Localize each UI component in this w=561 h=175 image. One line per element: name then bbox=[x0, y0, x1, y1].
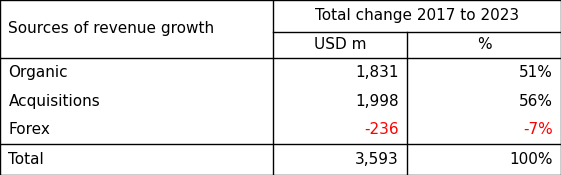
Text: Sources of revenue growth: Sources of revenue growth bbox=[8, 21, 214, 36]
Text: USD m: USD m bbox=[314, 37, 366, 52]
Text: Total: Total bbox=[8, 152, 44, 167]
Text: 3,593: 3,593 bbox=[355, 152, 399, 167]
Text: %: % bbox=[477, 37, 491, 52]
Text: 100%: 100% bbox=[509, 152, 553, 167]
Text: 1,998: 1,998 bbox=[355, 94, 399, 108]
Text: -7%: -7% bbox=[523, 122, 553, 137]
Text: Organic: Organic bbox=[8, 65, 68, 80]
Text: Acquisitions: Acquisitions bbox=[8, 94, 100, 108]
Text: 1,831: 1,831 bbox=[355, 65, 399, 80]
Text: 51%: 51% bbox=[519, 65, 553, 80]
Text: Forex: Forex bbox=[8, 122, 50, 137]
Text: -236: -236 bbox=[364, 122, 399, 137]
Text: Total change 2017 to 2023: Total change 2017 to 2023 bbox=[315, 8, 519, 23]
Text: 56%: 56% bbox=[518, 94, 553, 108]
